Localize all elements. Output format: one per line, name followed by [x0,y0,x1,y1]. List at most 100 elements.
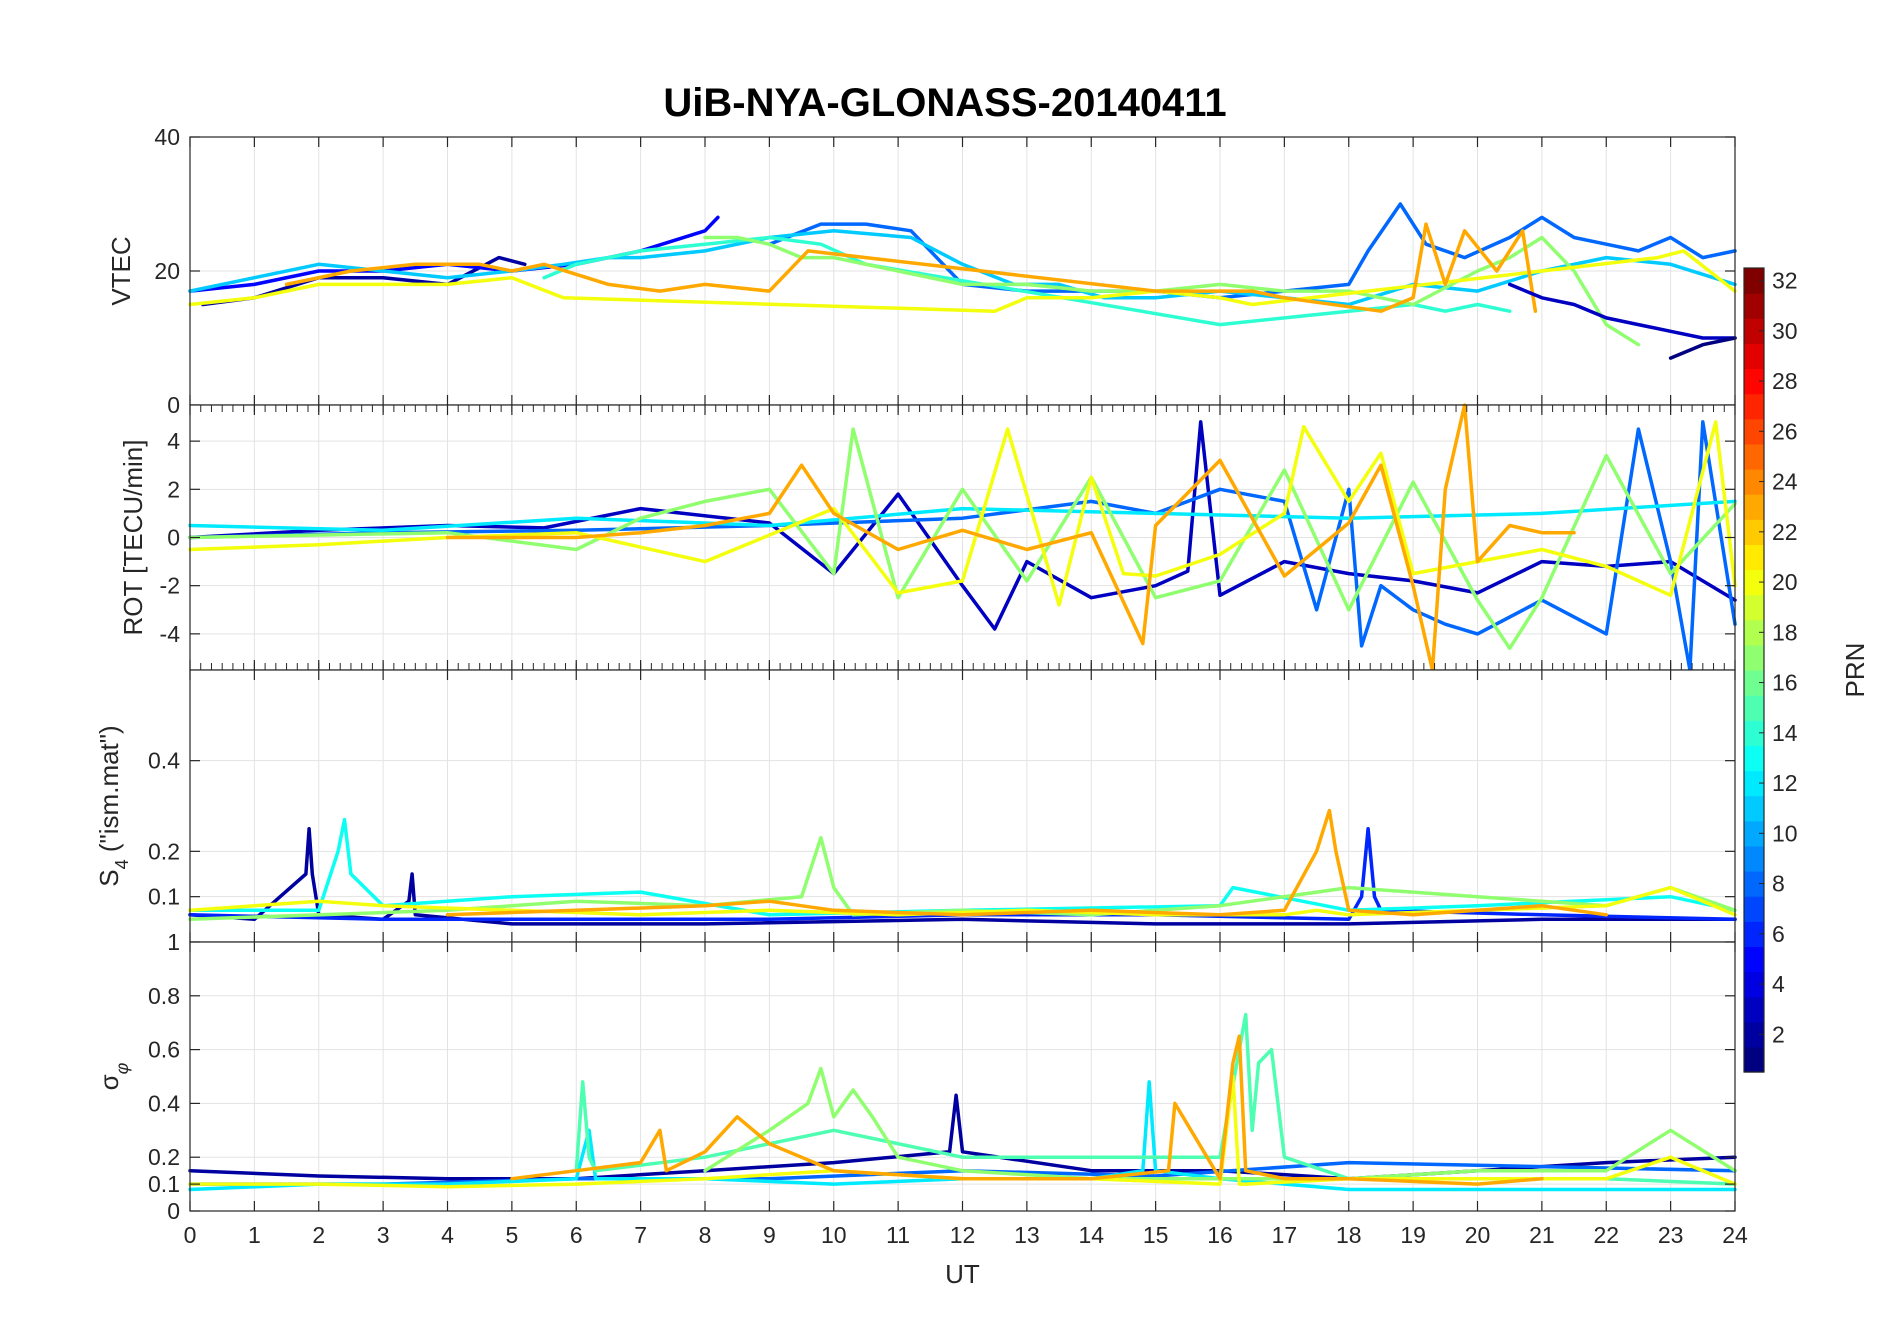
colorbar-swatch [1744,720,1764,746]
colorbar-tick-label: 8 [1772,871,1785,897]
colorbar-swatch [1744,544,1764,571]
y-tick-label: 0.1 [148,1171,180,1197]
y-tick-label: 0 [167,1198,180,1224]
colorbar-swatch [1744,670,1764,696]
series-prn-23 [510,1034,1544,1186]
y-tick-label: 0 [167,525,180,551]
colorbar-label: PRN [1840,643,1870,698]
colorbar-swatch [1744,845,1764,872]
colorbar-swatch [1744,971,1764,998]
series-prn-23 [284,222,1538,313]
x-tick-label: 23 [1658,1222,1684,1248]
colorbar-swatch [1744,469,1764,495]
panel-sigma_phi: 00.10.2 0.4 0.6 0.8 1 σφ [94,929,1737,1224]
x-tick-label: 19 [1400,1222,1426,1248]
colorbar-swatch [1744,820,1764,847]
x-tick-label: 18 [1336,1222,1362,1248]
colorbar-tick-label: 4 [1772,971,1785,997]
x-tick-label: 7 [634,1222,647,1248]
colorbar-tick-label: 32 [1772,268,1798,294]
y-tick-label: 0.2 [148,1144,180,1170]
colorbar-swatch [1744,318,1764,344]
colorbar-tick-label: 12 [1772,770,1798,796]
series-prn-3 [1507,282,1737,340]
y-tick-label: 0.1 [148,884,180,910]
x-tick-label: 2 [312,1222,325,1248]
colorbar-swatch [1744,393,1764,420]
colorbar-swatch [1744,293,1764,319]
series-prn-5 [188,215,720,293]
series-prn-11 [188,229,1737,307]
x-tick-label: 4 [441,1222,454,1248]
colorbar-swatch [1744,268,1764,294]
chart-title: UiB-NYA-GLONASS-20140411 [663,81,1226,125]
y-tick-label: 0.4 [148,748,180,774]
colorbar-swatch [1744,1021,1764,1048]
colorbar-swatch [1744,996,1764,1023]
x-tick-label: 9 [763,1222,776,1248]
colorbar-tick-label: 20 [1772,569,1798,595]
x-tick-label: 5 [505,1222,518,1248]
series-prn-2 [188,826,1737,926]
colorbar-swatch [1744,443,1764,470]
colorbar-swatch [1744,770,1764,797]
y-tick-label: 40 [154,124,180,150]
y-axis-label-suffix: ("ism.mat") [94,725,124,859]
series-prn-20 [188,249,1737,313]
series-group [188,403,1737,672]
y-axis-label-sub: φ [112,1062,132,1074]
x-axis: 0 1 2 3 4 5 6 7 8 9 10 11 12 13 14 15 16 17 18 19 20 21 22 23 24… [184,1222,1748,1289]
x-ticks [189,137,1736,405]
colorbar-swatch [1744,519,1764,545]
colorbar-tick-label: 14 [1772,720,1798,746]
x-tick-label: 15 [1143,1222,1169,1248]
y-axis-label-sub: 4 [112,859,132,869]
x-tick-label: 6 [570,1222,583,1248]
y-tick-label: 0.8 [148,983,180,1009]
colorbar-swatch [1744,1046,1764,1073]
x-tick-label: 8 [699,1222,712,1248]
y-ticks: 0 20 40 [154,124,1735,418]
x-tick-label: 13 [1014,1222,1040,1248]
colorbar-tick-label: 2 [1772,1021,1785,1047]
series-prn-14 [542,235,1512,327]
series-group [188,202,1737,360]
x-tick-label: 11 [886,1222,910,1248]
y-tick-label: 2 [167,476,180,502]
colorbar-frame [1743,267,1765,1073]
y-tick-label: 0.4 [148,1090,180,1116]
series-prn-23 [445,808,1609,917]
x-tick-label: 24 [1722,1222,1748,1248]
series-prn-23 [445,403,1576,672]
colorbar-swatch [1744,569,1764,596]
series-prn-20 [188,420,1737,607]
x-tick-label: 16 [1207,1222,1233,1248]
colorbar-tick-label: 24 [1772,469,1798,495]
y-axis-label: σφ [94,1062,132,1090]
y-tick-label: 0.6 [148,1037,180,1063]
colorbar-swatch [1744,946,1764,973]
y-tick-label: 4 [167,428,180,454]
colorbar-tick-label: 16 [1772,670,1798,696]
x-tick-label: 3 [377,1222,390,1248]
y-axis-label-main: S [94,869,124,886]
panel-s4: 0.1 0.2 0.4 S4 ("ism.mat") [94,669,1737,943]
y-tick-label: 20 [154,258,180,284]
x-ticks [189,942,1736,1211]
y-axis-label: VTEC [106,236,136,305]
y-tick-label: 1 [167,929,180,955]
x-tick-label: 17 [1272,1222,1298,1248]
series-group [188,1012,1737,1192]
x-tick-label: 1 [248,1222,261,1248]
colorbar-swatch [1744,871,1764,897]
x-tick-label: 21 [1529,1222,1555,1248]
x-tick-label: 14 [1078,1222,1104,1248]
y-ticks: -4 -2 0 2 4 [160,428,1735,647]
colorbar-swatch [1744,896,1764,922]
series-prn-17 [703,235,1641,347]
colorbar-tick-label: 10 [1772,820,1798,846]
series-prn-17 [703,1066,1737,1181]
